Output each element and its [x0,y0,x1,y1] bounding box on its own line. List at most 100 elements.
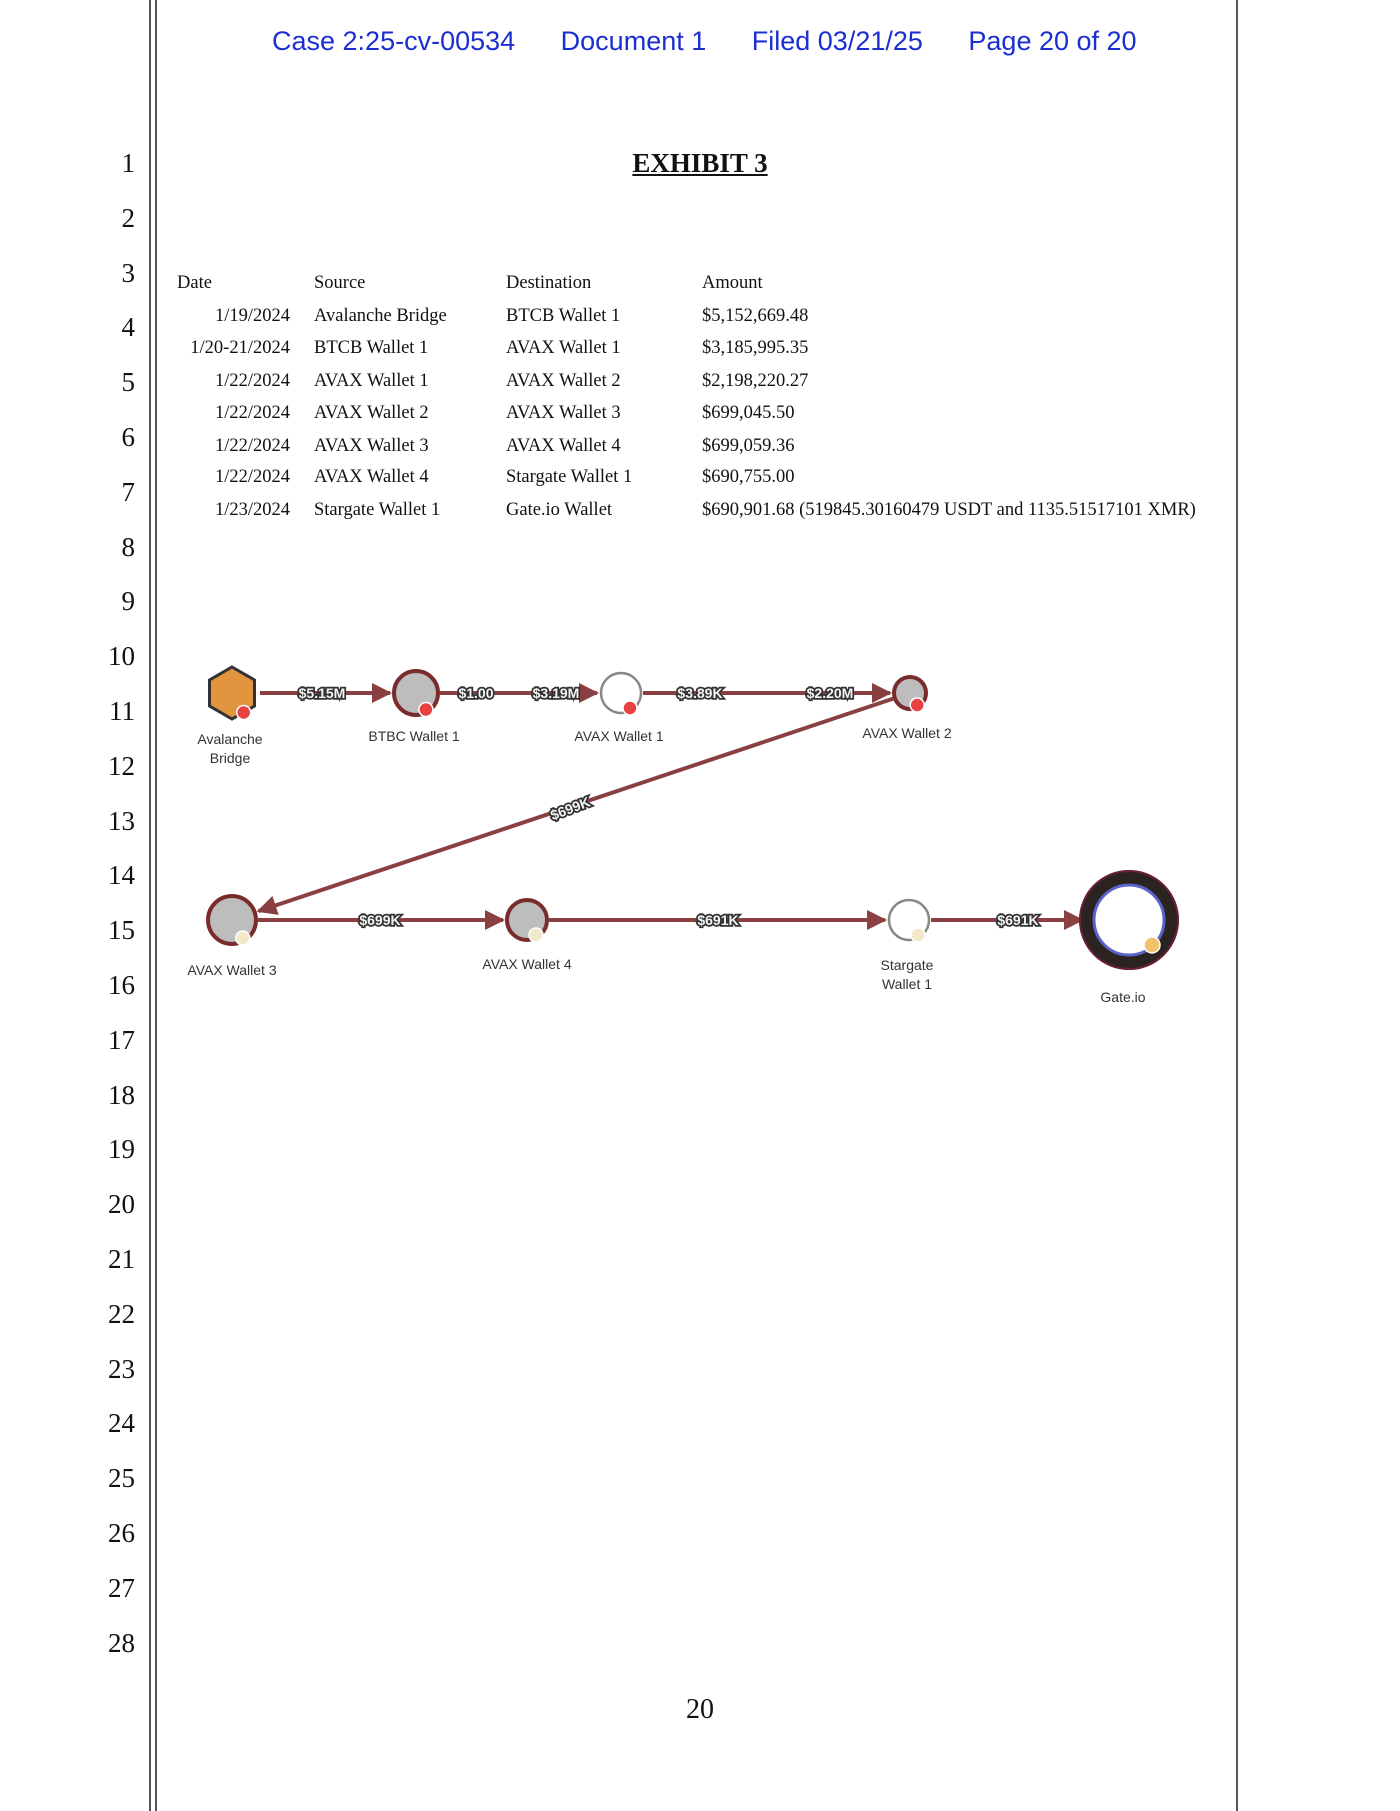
node-label: Wallet 1 [882,976,932,992]
edge-amount-label: $3.89K [677,685,722,701]
table-header: Amount [702,273,763,293]
table-cell: 1/22/2024 [214,403,290,423]
table-cell: Avalanche Bridge [314,306,447,326]
flow-edge [256,696,894,915]
table-cell: Gate.io Wallet [506,500,613,520]
line-number: 1 [121,148,136,178]
case-number: Case 2:25-cv-00534 [272,26,516,56]
table-header: Date [177,273,212,293]
line-number: 15 [108,915,135,946]
wallet-node [887,898,931,943]
ethereum-badge-icon [235,930,251,946]
table-header: Destination [506,273,592,293]
line-number: 3 [121,257,136,288]
table-cell: AVAX Wallet 4 [506,436,621,456]
filed-date: Filed 03/21/25 [751,26,923,56]
line-number: 25 [108,1463,135,1494]
table-cell: Stargate Wallet 1 [314,500,441,520]
avax-badge-icon [622,700,638,716]
node-label: AVAX Wallet 4 [482,956,571,972]
table-cell: BTCB Wallet 1 [314,338,429,358]
edge-amount-label: $691K [997,912,1038,928]
left-margin-rule-inner [155,0,157,1811]
table-cell: Stargate Wallet 1 [506,467,633,487]
table-cell: 1/22/2024 [214,436,290,456]
wallet-node [505,898,549,943]
table-cell: AVAX Wallet 1 [506,338,621,358]
table-cell: AVAX Wallet 1 [314,371,429,391]
exhibit-title: EXHIBIT 3 [0,148,1400,179]
edge-amount-label: $3.19M [533,685,580,701]
table-cell: 1/22/2024 [214,467,290,487]
node-label: Stargate [881,957,934,973]
avax-badge-icon [909,697,925,713]
table-cell: BTCB Wallet 1 [506,306,621,326]
table-cell: 1/23/2024 [214,500,290,520]
wallet-node [1079,870,1179,970]
avax-badge-icon [528,927,544,943]
line-number: 11 [109,696,135,726]
table-cell: AVAX Wallet 2 [314,403,429,423]
table-cell: $2,198,220.27 [702,371,809,391]
case-header: Case 2:25-cv-00534 Document 1 Filed 03/2… [272,26,1137,57]
line-number: 14 [108,860,135,891]
edge-amount-label: $691K [697,912,738,928]
line-number: 18 [108,1079,135,1110]
table-cell: $3,185,995.35 [702,338,809,358]
line-number: 4 [121,312,136,343]
table-cell: AVAX Wallet 3 [506,403,621,423]
edge-amount-label: $5.15M [299,685,346,701]
line-number: 10 [108,641,135,672]
table-cell: $699,045.50 [702,403,795,423]
avax-badge-icon [418,701,434,718]
line-number: 16 [108,970,135,1000]
left-margin-rule-outer [149,0,151,1811]
table-cell: $5,152,669.48 [702,306,809,326]
node-label: AVAX Wallet 2 [862,725,951,741]
line-number: 13 [108,805,135,836]
line-number: 19 [108,1134,135,1165]
line-number: 26 [108,1518,135,1548]
line-number: 2 [121,202,136,233]
table-cell: AVAX Wallet 4 [314,467,429,487]
wallet-node [599,671,643,716]
line-number: 21 [108,1244,135,1274]
table-header: Source [314,273,366,293]
line-number: 27 [108,1572,135,1603]
edge-amount-label: $2.20M [807,685,854,701]
node-label: Bridge [210,750,251,766]
monero-badge-icon [1143,936,1161,954]
line-number: 12 [108,750,135,781]
wallet-node [892,675,928,713]
edge-amount-label: $699K [359,912,400,928]
line-number: 28 [108,1627,135,1658]
edge-amount-label: $1.00 [458,685,493,701]
avax-badge-icon [235,704,252,721]
node-label: BTBC Wallet 1 [368,728,459,744]
table-cell: $699,059.36 [702,436,795,456]
table-cell: $690,755.00 [702,467,795,487]
node-label: Avalanche [197,731,262,747]
stargate-badge-icon [910,927,926,943]
page-number: 20 [686,1694,714,1725]
line-number: 23 [108,1353,135,1384]
table-cell: 1/20-21/2024 [190,338,290,358]
table-cell: AVAX Wallet 3 [314,436,429,456]
line-number: 8 [121,531,136,562]
wallet-node [392,669,440,718]
line-number: 17 [108,1024,135,1055]
node-label: AVAX Wallet 1 [574,728,663,744]
node-label: Gate.io [1100,989,1145,1005]
node-label: AVAX Wallet 3 [187,962,276,978]
line-number: 24 [108,1408,135,1439]
line-number: 22 [108,1298,135,1329]
line-number: 20 [108,1189,135,1220]
table-cell: 1/19/2024 [214,306,290,326]
edge-amount-label: $699K [548,793,592,823]
line-number: 9 [121,586,136,617]
table-cell: AVAX Wallet 2 [506,371,621,391]
right-margin-rule [1236,0,1238,1811]
line-number: 6 [121,422,136,452]
exhibit-title-text: EXHIBIT 3 [632,148,768,178]
